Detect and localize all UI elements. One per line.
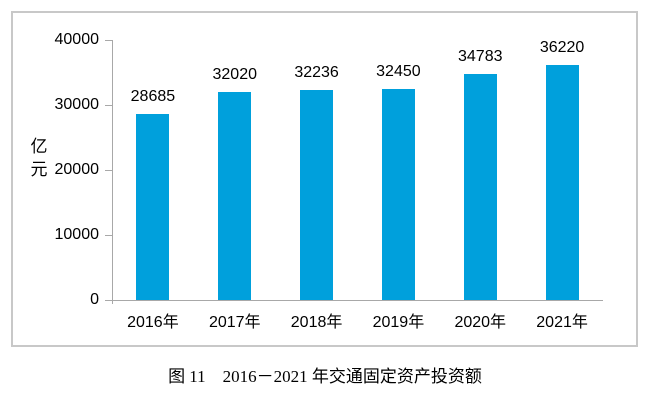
x-axis-line [112,300,603,301]
figure-caption: 图 11 2016－2021 年交通固定资产投资额 [168,367,482,386]
x-tick-label: 2018年 [290,314,343,331]
bar-value-label: 34783 [458,47,503,65]
y-tick-label: 10000 [54,226,100,243]
bar-value-label: 32020 [212,65,258,83]
x-tick-label: 2016年 [127,314,179,331]
y-tick-label: 30000 [54,96,100,113]
y-axis-title-char: 元 [30,160,48,179]
y-axis-title-char: 亿 [30,137,48,156]
y-tick-mark [105,300,112,301]
y-tick-label: 40000 [54,31,100,48]
bar [136,113,170,300]
bar-value-label: 28685 [130,87,176,105]
y-tick-label: 20000 [54,161,100,178]
bar [463,73,497,300]
bar [300,90,334,300]
y-tick-mark [105,105,112,106]
y-tick-mark [105,40,112,41]
x-tick-label: 2019年 [372,314,425,331]
x-tick-label: 2021年 [536,314,588,331]
y-axis-line [112,40,113,304]
y-tick-mark [105,170,112,171]
bar-value-label: 36220 [539,38,585,56]
x-tick-label: 2017年 [208,314,261,331]
bar-value-label: 32236 [294,64,339,82]
x-tick-label: 2020年 [454,314,507,331]
bar [545,64,579,300]
y-axis-title: 亿元 [29,135,49,181]
bar-value-label: 32450 [376,63,421,81]
y-tick-label: 0 [90,291,99,308]
y-tick-mark [105,235,112,236]
bar [381,89,415,300]
bar [218,91,252,300]
